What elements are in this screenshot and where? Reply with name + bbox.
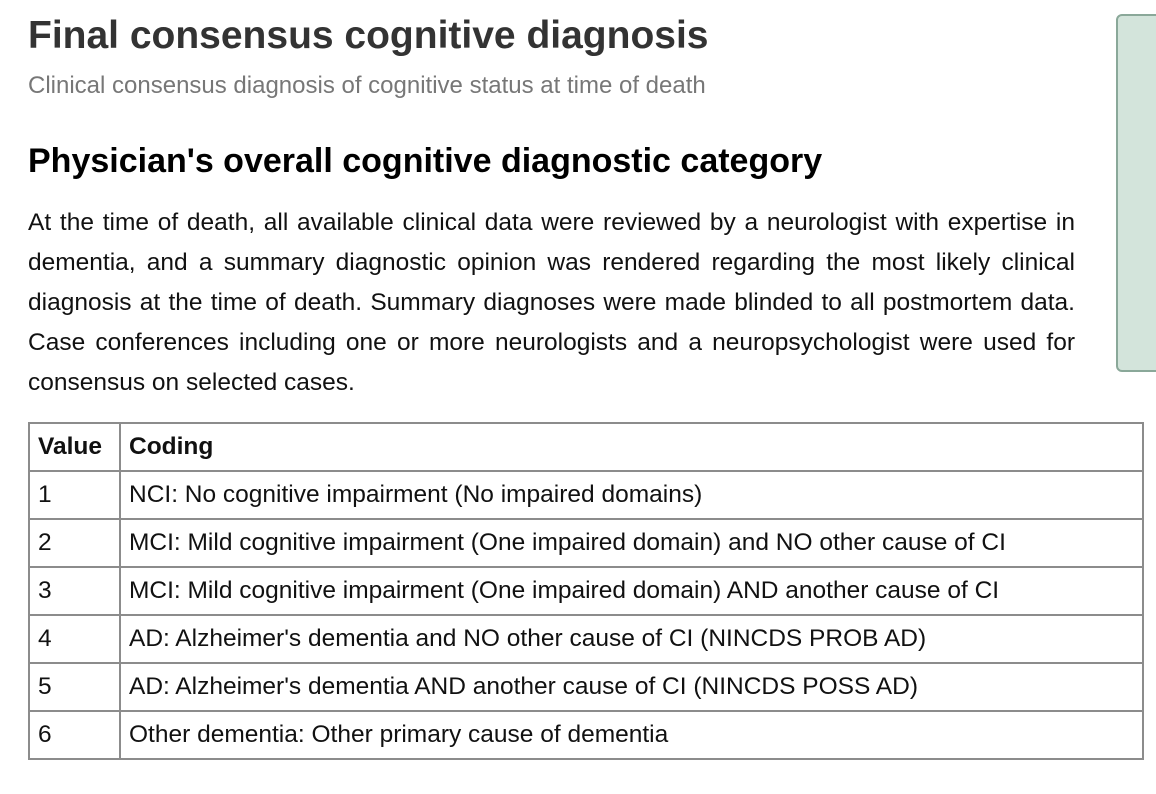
column-header-value: Value [28, 422, 121, 472]
row-value: 6 [28, 710, 121, 760]
row-coding: AD: Alzheimer's dementia AND another cau… [119, 662, 1144, 712]
table-row: 5 AD: Alzheimer's dementia AND another c… [28, 662, 1144, 712]
side-info-panel[interactable] [1116, 14, 1156, 372]
row-coding: MCI: Mild cognitive impairment (One impa… [119, 566, 1144, 616]
row-value: 2 [28, 518, 121, 568]
row-coding: AD: Alzheimer's dementia and NO other ca… [119, 614, 1144, 664]
table-row: 1 NCI: No cognitive impairment (No impai… [28, 470, 1144, 520]
row-coding: MCI: Mild cognitive impairment (One impa… [119, 518, 1144, 568]
section-description: At the time of death, all available clin… [28, 209, 1075, 396]
row-value: 1 [28, 470, 121, 520]
row-coding: Other dementia: Other primary cause of d… [119, 710, 1144, 760]
page-title: Final consensus cognitive diagnosis [28, 14, 709, 57]
table-header-row: Value Coding [28, 422, 1144, 472]
table-row: 6 Other dementia: Other primary cause of… [28, 710, 1144, 760]
row-value: 5 [28, 662, 121, 712]
table-row: 2 MCI: Mild cognitive impairment (One im… [28, 518, 1144, 568]
page-subtitle: Clinical consensus diagnosis of cognitiv… [28, 72, 706, 99]
column-header-coding: Coding [119, 422, 1144, 472]
row-value: 4 [28, 614, 121, 664]
section-heading: Physician's overall cognitive diagnostic… [28, 142, 823, 180]
table-row: 4 AD: Alzheimer's dementia and NO other … [28, 614, 1144, 664]
row-value: 3 [28, 566, 121, 616]
row-coding: NCI: No cognitive impairment (No impaire… [119, 470, 1144, 520]
table-row: 3 MCI: Mild cognitive impairment (One im… [28, 566, 1144, 616]
coding-table: Value Coding 1 NCI: No cognitive impairm… [28, 422, 1144, 760]
